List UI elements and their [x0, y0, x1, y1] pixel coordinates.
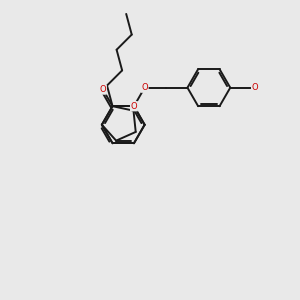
- Text: O: O: [252, 83, 258, 92]
- Text: O: O: [130, 102, 137, 111]
- Text: O: O: [100, 85, 106, 94]
- Text: O: O: [141, 83, 148, 92]
